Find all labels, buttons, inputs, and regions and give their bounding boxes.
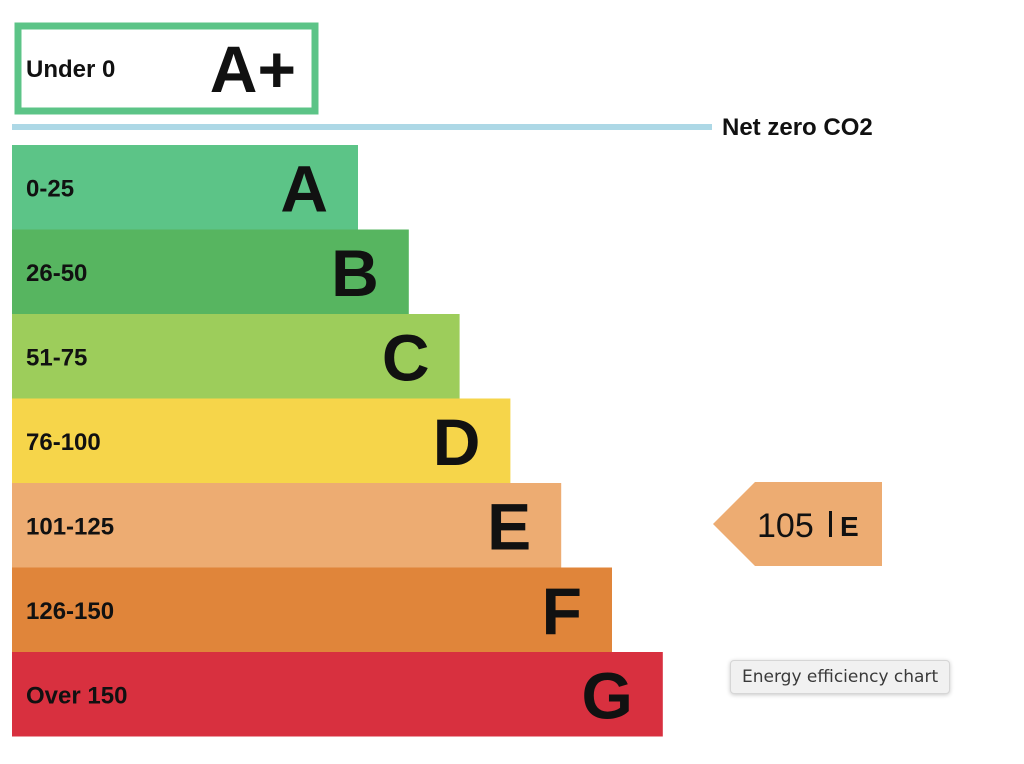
band-grade-label-d: D: [433, 405, 481, 479]
band-bar-d: [12, 398, 511, 483]
net-zero-label: Net zero CO2: [722, 114, 873, 141]
band-range-label-f: 126-150: [26, 598, 114, 625]
band-grade-label-b: B: [331, 236, 379, 310]
a-plus-box: [14, 22, 319, 115]
band-bar-c: [12, 314, 460, 399]
band-range-label-b: 26-50: [26, 260, 87, 287]
current-rating-separator: [829, 511, 832, 537]
band-bar-g: [12, 652, 663, 737]
band-range-label-e: 101-125: [26, 513, 114, 540]
band-range-label-d: 76-100: [26, 429, 101, 456]
band-bar-e: [12, 483, 562, 568]
band-range-label-c: 51-75: [26, 344, 87, 371]
band-range-label-a: 0-25: [26, 175, 74, 202]
current-rating-value: 105: [757, 507, 814, 545]
band-grade-label-g: G: [581, 658, 632, 732]
band-grade-label-e: E: [487, 489, 531, 563]
current-rating-grade: E: [840, 511, 859, 542]
a-plus-range-label: Under 0: [26, 56, 115, 83]
band-bar-f: [12, 567, 612, 652]
band-bar-a: [12, 145, 358, 230]
chart-tooltip: Energy efficiency chart: [730, 660, 951, 694]
band-grade-label-f: F: [542, 574, 582, 648]
band-bar-b: [12, 229, 409, 314]
band-grade-label-c: C: [382, 320, 430, 394]
band-grade-label-a: A: [280, 151, 328, 225]
net-zero-line: [12, 124, 712, 130]
current-rating-arrow: [713, 482, 882, 566]
a-plus-grade-label: A+: [210, 32, 296, 106]
current-rating-marker: 105 E: [713, 482, 882, 566]
band-range-label-g: Over 150: [26, 682, 127, 709]
